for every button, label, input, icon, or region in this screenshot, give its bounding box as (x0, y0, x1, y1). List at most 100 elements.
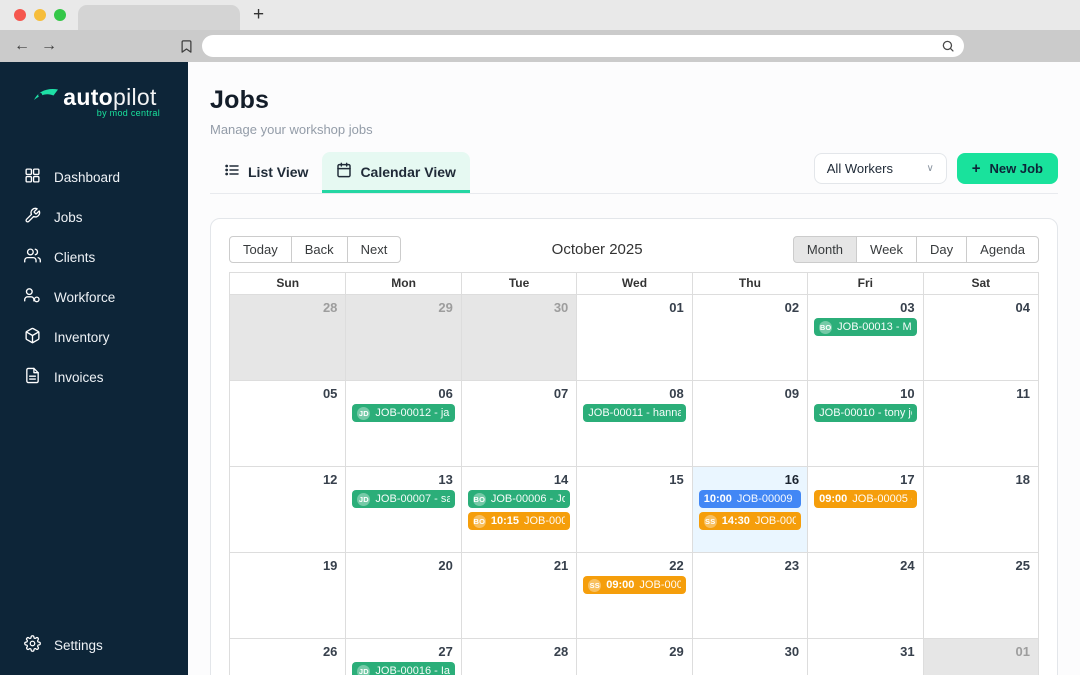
calendar-event[interactable]: BO 10:15 JOB-00015 - … (467, 512, 571, 530)
new-job-button[interactable]: + New Job (956, 153, 1058, 184)
calendar-day-cell-15[interactable]: 15 (576, 467, 691, 552)
calendar-day-cell-12[interactable]: 12 (230, 467, 345, 552)
calendar-day-cell-08[interactable]: 08 JOB-00011 - hannah c… (576, 381, 691, 466)
calendar-event[interactable]: BO JOB-00006 - John… (467, 490, 571, 508)
calendar-event[interactable]: JOB-00011 - hannah c… (583, 404, 686, 422)
calendar-day-cell-23[interactable]: 23 (691, 553, 807, 638)
calendar-day-cell-31[interactable]: 31 (807, 639, 922, 675)
calendar-day-cell-04[interactable]: 04 (922, 295, 1038, 380)
calendar-icon (336, 162, 352, 181)
box-icon (24, 327, 41, 347)
sidebar-item-settings[interactable]: Settings (0, 626, 188, 675)
calendar-day-cell-14[interactable]: 14 BO JOB-00006 - John… BO 10:15 JOB-00015 - … (460, 467, 576, 552)
sidebar-item-workforce[interactable]: Workforce (14, 278, 174, 316)
date-number: 13 (438, 472, 453, 487)
browser-tab[interactable] (78, 5, 240, 30)
view-button-month[interactable]: Month (792, 236, 858, 263)
view-button-agenda[interactable]: Agenda (966, 236, 1039, 263)
back-arrow-icon[interactable]: ← (14, 37, 30, 54)
date-number: 04 (1015, 300, 1030, 315)
sidebar-item-clients[interactable]: Clients (14, 238, 174, 276)
date-number: 06 (438, 386, 453, 401)
calendar-day-cell-29[interactable]: 29 (345, 295, 461, 380)
calendar-event[interactable]: SS 14:30 JOB-00008 … (698, 512, 802, 530)
calendar-day-cell-10[interactable]: 10 JOB-00010 - tony jones (807, 381, 922, 466)
calendar-event[interactable]: BO JOB-00013 - Matty (814, 318, 917, 336)
today-button[interactable]: Today (229, 236, 292, 263)
day-header-sat: Sat (922, 273, 1038, 294)
calendar-event[interactable]: 09:00 JOB-00005 - Lu… (814, 490, 917, 508)
calendar-day-cell-19[interactable]: 19 (230, 553, 345, 638)
date-number: 12 (322, 472, 338, 487)
calendar-event[interactable]: SS 09:00 JOB-00014 … (583, 576, 686, 594)
event-label: JOB-00008 … (754, 515, 796, 527)
search-icon[interactable] (941, 39, 955, 53)
minimize-window-button[interactable] (34, 9, 46, 21)
calendar-day-cell-24[interactable]: 24 (807, 553, 922, 638)
sidebar-item-invoices[interactable]: Invoices (14, 358, 174, 396)
calendar-day-cell-13[interactable]: 13 JD JOB-00007 - sara… (345, 467, 460, 552)
calendar-day-cell-17[interactable]: 17 09:00 JOB-00005 - Lu… (807, 467, 922, 552)
maximize-window-button[interactable] (54, 9, 66, 21)
calendar-day-cell-29[interactable]: 29 (576, 639, 691, 675)
calendar-event[interactable]: JD JOB-00007 - sara… (352, 490, 455, 508)
calendar-day-cell-30[interactable]: 30 (691, 639, 807, 675)
sidebar-item-jobs[interactable]: Jobs (14, 198, 174, 236)
calendar-day-cell-02[interactable]: 02 (691, 295, 807, 380)
date-number: 05 (322, 386, 338, 401)
view-button-day[interactable]: Day (916, 236, 968, 263)
calendar-day-cell-26[interactable]: 26 (230, 639, 345, 675)
tab-label: List View (248, 163, 309, 180)
close-window-button[interactable] (14, 9, 26, 21)
calendar-event[interactable]: JD JOB-00012 - jame… (352, 404, 455, 422)
next-button[interactable]: Next (346, 236, 402, 263)
browser-toolbar: ← → (0, 30, 1080, 62)
worker-initials-badge: JD (357, 664, 371, 675)
brand-tagline: by mod central (96, 108, 160, 118)
new-tab-button[interactable]: + (253, 4, 265, 25)
calendar-day-cell-06[interactable]: 06 JD JOB-00012 - jame… (345, 381, 460, 466)
calendar-day-cell-18[interactable]: 18 (922, 467, 1038, 552)
window-controls (14, 9, 66, 21)
calendar-day-cell-09[interactable]: 09 (691, 381, 807, 466)
calendar-day-cell-16-today[interactable]: 16 10:00 JOB-00009 - gar… SS 14:30 JOB-00008 … (691, 467, 808, 552)
day-header-sun: Sun (276, 276, 300, 290)
calendar-day-cell-01[interactable]: 01 (922, 639, 1038, 675)
calendar-day-cell-28[interactable]: 28 (460, 639, 576, 675)
forward-arrow-icon[interactable]: → (41, 37, 57, 54)
date-number: 08 (669, 386, 684, 401)
calendar-nav-group: Today Back Next (229, 236, 402, 263)
sidebar-item-dashboard[interactable]: Dashboard (14, 158, 174, 196)
workers-filter-select[interactable]: All Workers ∨ (813, 153, 947, 184)
url-input[interactable] (211, 35, 941, 57)
calendar-day-cell-28[interactable]: 28 (230, 295, 346, 380)
sidebar-item-inventory[interactable]: Inventory (14, 318, 174, 356)
date-number: 07 (553, 386, 569, 401)
calendar-day-cell-20[interactable]: 20 (345, 553, 460, 638)
calendar-day-cell-07[interactable]: 07 (460, 381, 576, 466)
calendar-event[interactable]: JD JOB-00016 - Ian (352, 662, 455, 675)
calendar-day-cell-22[interactable]: 22 SS 09:00 JOB-00014 … (576, 553, 691, 638)
date-number: 22 (669, 558, 684, 573)
back-button[interactable]: Back (290, 236, 348, 263)
tab-calendar-view[interactable]: Calendar View (322, 152, 470, 193)
calendar-event[interactable]: JOB-00010 - tony jones (814, 404, 917, 422)
calendar-day-cell-25[interactable]: 25 (922, 553, 1038, 638)
calendar-day-cell-11[interactable]: 11 (922, 381, 1038, 466)
calendar-day-cell-21[interactable]: 21 (460, 553, 576, 638)
tab-list-view[interactable]: List View (210, 152, 322, 193)
event-label: JOB-00013 - Matty (837, 321, 912, 333)
calendar-day-cell-30[interactable]: 30 (460, 295, 577, 380)
calendar-week-row: 28 29 30 01 02 03 BO JOB-00013 - Matty 04 (230, 294, 1038, 380)
calendar-day-cell-03[interactable]: 03 BO JOB-00013 - Matty (807, 295, 922, 380)
sidebar-item-label: Workforce (54, 289, 116, 305)
address-bar[interactable] (202, 35, 964, 57)
view-button-week[interactable]: Week (856, 236, 918, 263)
bookmark-icon[interactable] (179, 39, 194, 54)
worker-initials-badge: JD (357, 492, 371, 506)
worker-initials-badge: BO (472, 492, 486, 506)
calendar-day-cell-27[interactable]: 27 JD JOB-00016 - Ian (345, 639, 460, 675)
calendar-day-cell-05[interactable]: 05 (230, 381, 345, 466)
calendar-event[interactable]: 10:00 JOB-00009 - gar… (698, 490, 802, 508)
calendar-day-cell-01[interactable]: 01 (576, 295, 691, 380)
